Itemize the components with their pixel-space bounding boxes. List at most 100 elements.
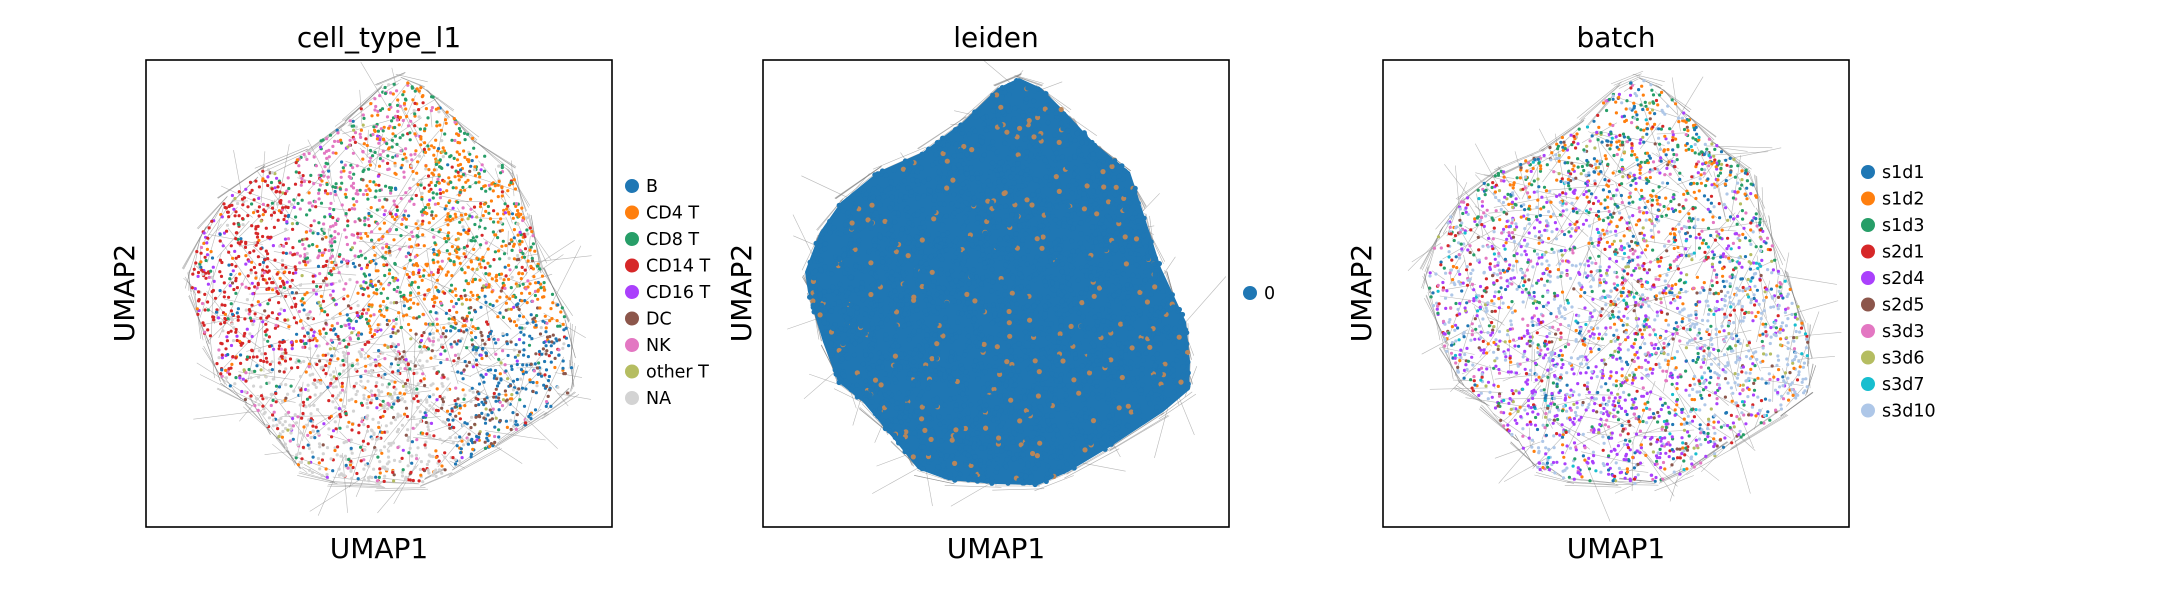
cell-point: [378, 227, 382, 231]
graph-edge: [543, 267, 570, 322]
graph-edge: [274, 208, 325, 237]
cell-point: [278, 312, 282, 316]
cell-point: [287, 200, 291, 204]
cell-point: [294, 161, 298, 165]
cell-point: [410, 461, 414, 465]
cell-point: [953, 277, 959, 284]
cell-point: [413, 280, 417, 284]
cell-point: [468, 388, 472, 392]
graph-edge: [217, 387, 253, 406]
cell-point: [479, 373, 483, 377]
cell-point: [376, 323, 380, 327]
cell-point: [285, 220, 289, 224]
cell-point: [299, 374, 303, 379]
cell-point: [998, 104, 1004, 110]
cell-point: [506, 204, 510, 208]
cell-point: [477, 382, 482, 386]
cell-point: [518, 242, 522, 246]
cell-point: [318, 285, 323, 289]
cell-point: [497, 249, 501, 253]
cell-point: [239, 240, 243, 244]
cell-point: [282, 217, 286, 222]
cell-point: [378, 304, 382, 308]
cell-point: [1076, 211, 1082, 217]
cell-point: [333, 448, 337, 453]
cell-point: [219, 274, 224, 278]
cell-point: [463, 294, 467, 298]
legend-item: CD14 T: [625, 257, 711, 277]
cell-point: [207, 275, 211, 279]
cell-point: [888, 179, 894, 185]
cell-point: [235, 311, 239, 315]
cell-point: [457, 152, 462, 156]
cell-point: [244, 285, 248, 289]
graph-edge: [205, 223, 222, 244]
cell-point: [231, 256, 235, 260]
legend-label: CD14 T: [646, 257, 711, 277]
cell-point: [533, 362, 537, 366]
cell-point: [462, 246, 466, 250]
cell-point: [366, 322, 370, 326]
graph-edge: [914, 475, 955, 485]
cell-point: [471, 348, 475, 352]
cell-point: [383, 91, 388, 96]
cell-point: [390, 138, 394, 142]
cell-point: [255, 364, 259, 368]
cell-point: [557, 348, 561, 352]
cell-point: [468, 152, 472, 156]
cell-point: [514, 323, 519, 328]
cell-point: [266, 252, 270, 256]
cell-point: [381, 235, 385, 239]
cell-point: [1122, 168, 1128, 174]
cell-point: [427, 189, 431, 193]
cell-point: [250, 260, 254, 264]
cell-point: [505, 295, 509, 299]
cell-point: [455, 361, 460, 365]
cell-point: [496, 220, 500, 224]
cell-point: [444, 335, 448, 339]
cell-point: [472, 205, 477, 209]
cell-point: [219, 213, 223, 217]
cell-point: [358, 218, 362, 222]
cell-point: [428, 332, 432, 336]
cell-point: [1076, 310, 1082, 316]
graph-edge: [430, 111, 433, 128]
cell-point: [523, 235, 527, 239]
cell-point: [334, 427, 338, 431]
cell-point: [229, 302, 233, 306]
cell-point: [416, 399, 420, 403]
cell-point: [291, 437, 295, 441]
cell-point: [983, 425, 989, 431]
cell-point: [374, 104, 378, 109]
cell-point: [338, 391, 342, 395]
graph-edge: [269, 289, 332, 298]
graph-edge: [203, 317, 242, 325]
cell-point: [359, 107, 363, 111]
cell-point: [542, 281, 546, 285]
cell-point: [312, 219, 316, 223]
cell-point: [336, 131, 340, 135]
cell-point: [456, 237, 460, 241]
plot-area: [787, 60, 1227, 507]
cell-point: [439, 361, 443, 365]
cell-point: [962, 136, 969, 142]
cell-point: [325, 259, 329, 263]
cell-point: [475, 363, 479, 367]
cell-point: [493, 233, 497, 237]
cell-point: [320, 237, 325, 241]
cell-point: [535, 366, 540, 370]
cell-point: [329, 256, 333, 260]
cell-point: [427, 288, 431, 292]
cell-point: [403, 209, 407, 213]
cell-point: [376, 129, 380, 133]
cell-point: [439, 165, 443, 169]
cell-point: [308, 338, 312, 343]
cell-point: [299, 183, 303, 187]
cell-point: [374, 475, 378, 479]
graph-edge: [419, 472, 453, 487]
cell-point: [349, 446, 353, 450]
cell-point: [497, 179, 501, 183]
cell-point: [545, 321, 549, 325]
cell-point: [488, 332, 492, 336]
cell-point: [321, 299, 326, 303]
